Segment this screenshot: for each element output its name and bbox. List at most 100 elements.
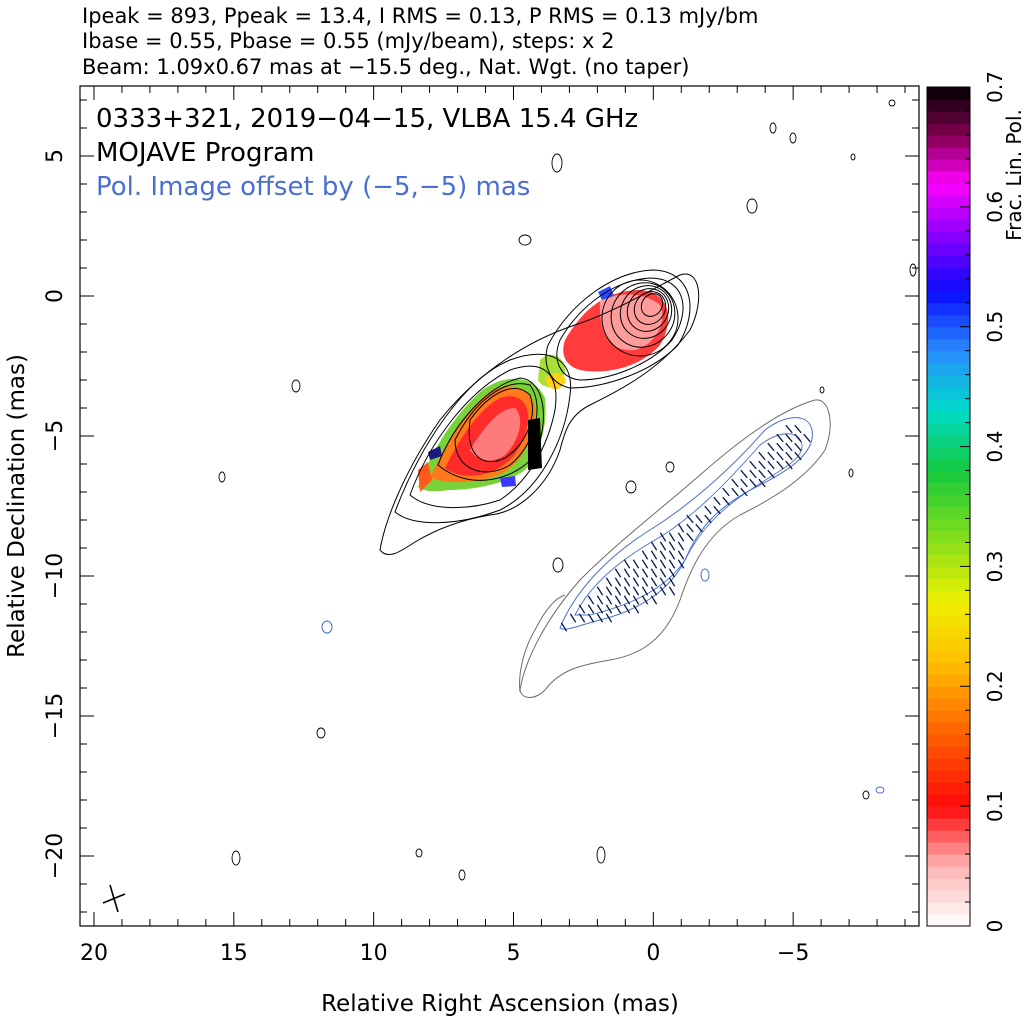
evpa-vectors xyxy=(560,424,811,632)
evpa-tick xyxy=(749,469,757,479)
plot-frame xyxy=(79,85,920,927)
colorbar-band xyxy=(927,122,970,136)
evpa-tick xyxy=(785,451,793,461)
colorbar-tick-label: 0.3 xyxy=(983,551,1007,583)
colorbar-band xyxy=(927,698,970,711)
image-layer xyxy=(102,99,917,913)
colorbar-band xyxy=(927,218,970,232)
y-tick-label: −10 xyxy=(43,553,68,599)
evpa-tick xyxy=(659,532,667,542)
colorbar-band xyxy=(927,542,970,556)
colorbar-band xyxy=(927,494,970,508)
colorbar-band xyxy=(927,278,970,292)
colorbar-band xyxy=(927,662,970,675)
y-axis: 5 0 −5 −10 −15 −20 xyxy=(43,99,919,913)
evpa-tick xyxy=(677,532,685,542)
evpa-tick xyxy=(677,559,685,569)
evpa-tick xyxy=(731,478,739,488)
evpa-tick xyxy=(614,604,622,614)
evpa-tick xyxy=(659,577,667,587)
evpa-tick xyxy=(794,442,802,452)
colorbar-band xyxy=(927,470,970,484)
evpa-tick xyxy=(794,424,802,434)
colorbar-ticks: 0 0.1 0.2 0.3 0.4 0.5 0.6 0.7 xyxy=(960,71,1007,932)
program-label: MOJAVE Program xyxy=(96,138,314,168)
evpa-tick xyxy=(650,577,658,587)
colorbar-band xyxy=(927,626,970,639)
colorbar-band xyxy=(927,158,970,172)
y-axis-label: Relative Declination (mas) xyxy=(4,354,30,658)
evpa-tick xyxy=(614,586,622,596)
evpa-tick xyxy=(641,586,649,596)
evpa-tick xyxy=(740,469,748,479)
evpa-tick xyxy=(767,442,775,452)
evpa-tick xyxy=(623,595,631,605)
colorbar-band xyxy=(927,530,970,544)
evpa-tick xyxy=(785,433,793,443)
noise-contours xyxy=(218,99,917,881)
colorbar-tick-label: 0.6 xyxy=(983,191,1007,223)
evpa-tick xyxy=(659,541,667,551)
evpa-tick xyxy=(614,595,622,605)
evpa-tick xyxy=(767,460,775,470)
evpa-tick xyxy=(596,595,604,605)
evpa-tick xyxy=(641,577,649,587)
colorbar-tick-label: 0.2 xyxy=(983,670,1007,702)
evpa-tick xyxy=(605,586,613,596)
colorbar-band xyxy=(927,350,970,364)
colorbar-band xyxy=(927,614,970,627)
evpa-tick xyxy=(722,496,730,506)
evpa-tick xyxy=(713,505,721,515)
colorbar-band xyxy=(927,710,970,723)
colorbar-band xyxy=(927,854,970,867)
colorbar-band xyxy=(927,230,970,244)
colorbar-band xyxy=(927,242,970,256)
colorbar-band xyxy=(927,254,970,268)
evpa-tick xyxy=(677,550,685,560)
colorbar-label: Frac. Lin. Pol. xyxy=(1002,109,1026,241)
evpa-tick xyxy=(587,604,595,614)
evpa-tick xyxy=(641,595,649,605)
stokes-i-contours xyxy=(379,269,700,555)
evpa-tick xyxy=(767,469,775,479)
colorbar-band xyxy=(927,326,970,340)
colorbar-band xyxy=(927,362,970,376)
colorbar-band xyxy=(927,578,970,591)
evpa-tick xyxy=(686,523,694,533)
evpa-tick xyxy=(623,577,631,587)
header-line-1: Ipeak = 893, Ppeak = 13.4, I RMS = 0.13,… xyxy=(82,4,759,28)
evpa-tick xyxy=(722,487,730,497)
evpa-tick xyxy=(641,559,649,569)
x-axis-label: Relative Right Ascension (mas) xyxy=(321,991,679,1017)
evpa-tick xyxy=(785,424,793,434)
colorbar-band xyxy=(927,818,970,831)
colorbar-tick-label: 0 xyxy=(983,920,1007,933)
evpa-tick xyxy=(596,604,604,614)
evpa-tick xyxy=(641,550,649,560)
colorbar-band xyxy=(927,842,970,855)
evpa-tick xyxy=(578,604,586,614)
colorbar-band xyxy=(927,806,970,819)
evpa-tick xyxy=(623,604,631,614)
evpa-tick xyxy=(650,559,658,569)
evpa-tick xyxy=(749,478,757,488)
x-tick-label: 5 xyxy=(506,941,520,966)
pol-total-contour xyxy=(519,399,831,698)
evpa-tick xyxy=(704,505,712,515)
evpa-tick xyxy=(623,559,631,569)
y-tick-label: 0 xyxy=(43,289,68,303)
colorbar-tick-label: 0.5 xyxy=(983,311,1007,343)
evpa-tick xyxy=(758,451,766,461)
colorbar-tick-label: 0.1 xyxy=(983,790,1007,822)
evpa-tick xyxy=(776,442,784,452)
colorbar-band xyxy=(927,638,970,651)
beam-marker xyxy=(102,884,126,913)
evpa-tick xyxy=(740,478,748,488)
colorbar-band xyxy=(927,782,970,795)
evpa-tick xyxy=(560,622,568,632)
evpa-tick xyxy=(704,514,712,524)
colorbar-band xyxy=(927,686,970,699)
colorbar-band xyxy=(927,194,970,208)
colorbar-band xyxy=(927,386,970,400)
